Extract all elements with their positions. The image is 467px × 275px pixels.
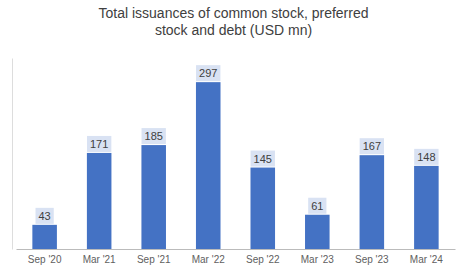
x-tick: Mar '23 — [301, 254, 334, 265]
data-label-text: 167 — [363, 140, 381, 152]
data-label-bg — [196, 65, 220, 81]
data-label-text: 185 — [145, 130, 163, 142]
data-label-text: 43 — [39, 210, 51, 222]
data-label: 43 — [36, 208, 54, 224]
x-tick-label: Mar '22 — [192, 254, 225, 265]
bars — [32, 82, 438, 249]
bar — [196, 82, 221, 249]
x-axis: Sep '20 Mar '21 Sep '21 Mar '22 Sep '22 Mar '… — [17, 250, 456, 266]
bar — [305, 215, 330, 249]
x-axis-line — [17, 249, 456, 250]
title-line: stock and debt (USD mn) — [155, 22, 312, 38]
x-tick: Sep '20 — [28, 254, 62, 265]
data-label-bg — [87, 136, 111, 152]
data-label: 148 — [414, 149, 438, 165]
data-label-text: 145 — [254, 153, 272, 165]
bar — [32, 225, 57, 249]
data-label-bg — [414, 149, 438, 165]
x-tick-label: Sep '21 — [137, 254, 171, 265]
x-tick-label: Sep '23 — [355, 254, 389, 265]
chart: Total issuances of common stock, preferr… — [0, 0, 467, 275]
x-tick: Mar '21 — [83, 254, 116, 265]
x-tick: Mar '24 — [410, 254, 443, 265]
data-label: 297 — [196, 65, 220, 81]
x-tick: Mar '22 — [192, 254, 225, 265]
plot: Sep '20 Mar '21 Sep '21 Mar '22 Sep '22 Mar '… — [13, 59, 456, 266]
data-label-bg — [251, 151, 275, 167]
data-label: 61 — [308, 198, 326, 214]
x-tick: Sep '23 — [355, 254, 389, 265]
bar — [360, 155, 385, 249]
title: Total issuances of common stock, preferr… — [98, 5, 368, 38]
data-label-text: 297 — [199, 67, 217, 79]
bar — [87, 153, 112, 249]
data-label-bg — [308, 198, 326, 214]
bar — [414, 166, 439, 249]
x-tick-label: Mar '24 — [410, 254, 443, 265]
x-tick-label: Mar '23 — [301, 254, 334, 265]
bar — [250, 168, 275, 249]
data-label-text: 171 — [90, 138, 108, 150]
x-tick-label: Mar '21 — [83, 254, 116, 265]
data-label-bg — [36, 208, 54, 224]
x-tick: Sep '22 — [246, 254, 280, 265]
y-axis-line — [12, 59, 13, 250]
data-label-bg — [360, 138, 384, 154]
x-tick: Sep '21 — [137, 254, 171, 265]
bar — [141, 145, 166, 249]
title-line: Total issuances of common stock, preferr… — [98, 5, 368, 21]
x-tick-label: Sep '20 — [28, 254, 62, 265]
data-label: 145 — [251, 151, 275, 167]
data-label: 167 — [360, 138, 384, 154]
y-axis — [12, 59, 13, 250]
x-tick-label: Sep '22 — [246, 254, 280, 265]
data-label-bg — [142, 128, 166, 144]
data-label: 185 — [142, 128, 166, 144]
data-label-text: 61 — [311, 200, 323, 212]
data-labels: 43 171 185 297 145 61 167 148 — [36, 65, 439, 224]
data-label-text: 148 — [417, 151, 435, 163]
data-label: 171 — [87, 136, 111, 152]
